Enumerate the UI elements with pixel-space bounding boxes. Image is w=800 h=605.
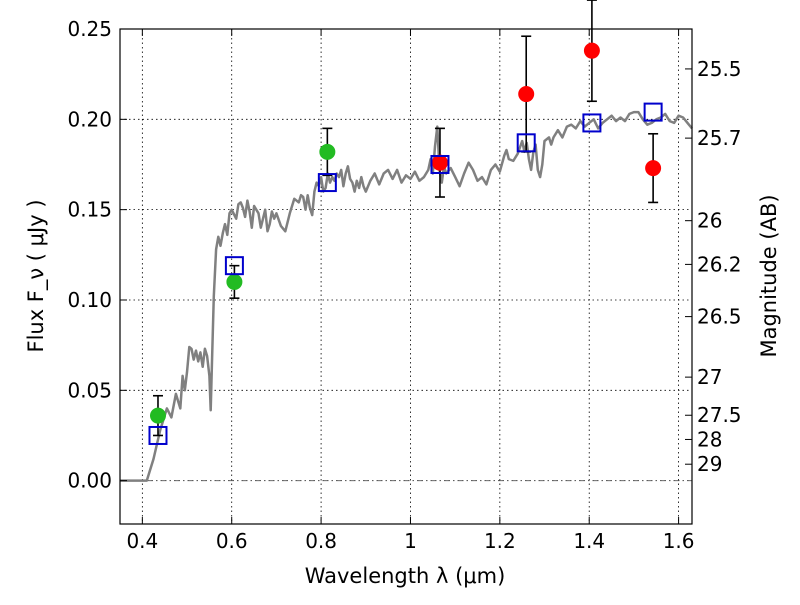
right-tick-label: 26.5 [697,305,742,329]
data-point-circle [431,154,448,171]
markers-group [148,42,663,445]
model-point-square [224,256,244,276]
y-tick-label: 0.05 [67,378,112,402]
data-point-circle [226,273,243,290]
right-tick-label: 29 [697,452,722,476]
right-axis-label: Magnitude (AB) [757,194,781,357]
y-axis-label: Flux F_ν ( μJy ) [24,199,49,352]
model-spectrum-line [120,110,693,482]
x-tick-label: 0.8 [305,529,337,553]
model-point-square [317,173,337,193]
y-tick-label: 0.15 [67,198,112,222]
model-spectrum-group [120,110,693,482]
y-tick-label: 0.10 [67,288,112,312]
x-tick-label: 1 [404,529,417,553]
y-tick-label: 0.00 [67,469,112,493]
data-point-circle [583,42,600,59]
data-point-circle [645,160,662,177]
model-point-square [643,102,663,122]
right-tick-label: 28 [697,427,722,451]
y-tick-label: 0.20 [67,107,112,131]
right-tick-label: 26 [697,209,722,233]
data-point-circle [149,407,166,424]
plot-frame [119,28,693,525]
ticks-group: 0.4 0.6 0.8 1 1.2 1.4 1.6 0.00 0.05 0.10 0.15 0.20 0… [67,17,741,553]
model-point-square [516,133,536,153]
model-point-square [148,425,168,445]
x-axis-label: Wavelength λ (μm) [305,564,506,588]
x-tick-label: 0.4 [126,529,158,553]
x-tick-label: 1.2 [484,529,516,553]
x-tick-label: 1.6 [663,529,695,553]
x-tick-label: 1.4 [573,529,605,553]
y-tick-label: 0.25 [67,17,112,41]
data-point-circle [319,143,336,160]
right-tick-label: 25.7 [697,126,742,150]
right-tick-label: 26.2 [697,252,742,276]
data-point-circle [518,86,535,103]
right-tick-label: 25.5 [697,57,742,81]
model-point-square [430,154,450,174]
x-tick-label: 0.6 [216,529,248,553]
model-point-square [582,113,602,133]
right-tick-label: 27 [697,365,722,389]
right-tick-label: 27.5 [697,403,742,427]
